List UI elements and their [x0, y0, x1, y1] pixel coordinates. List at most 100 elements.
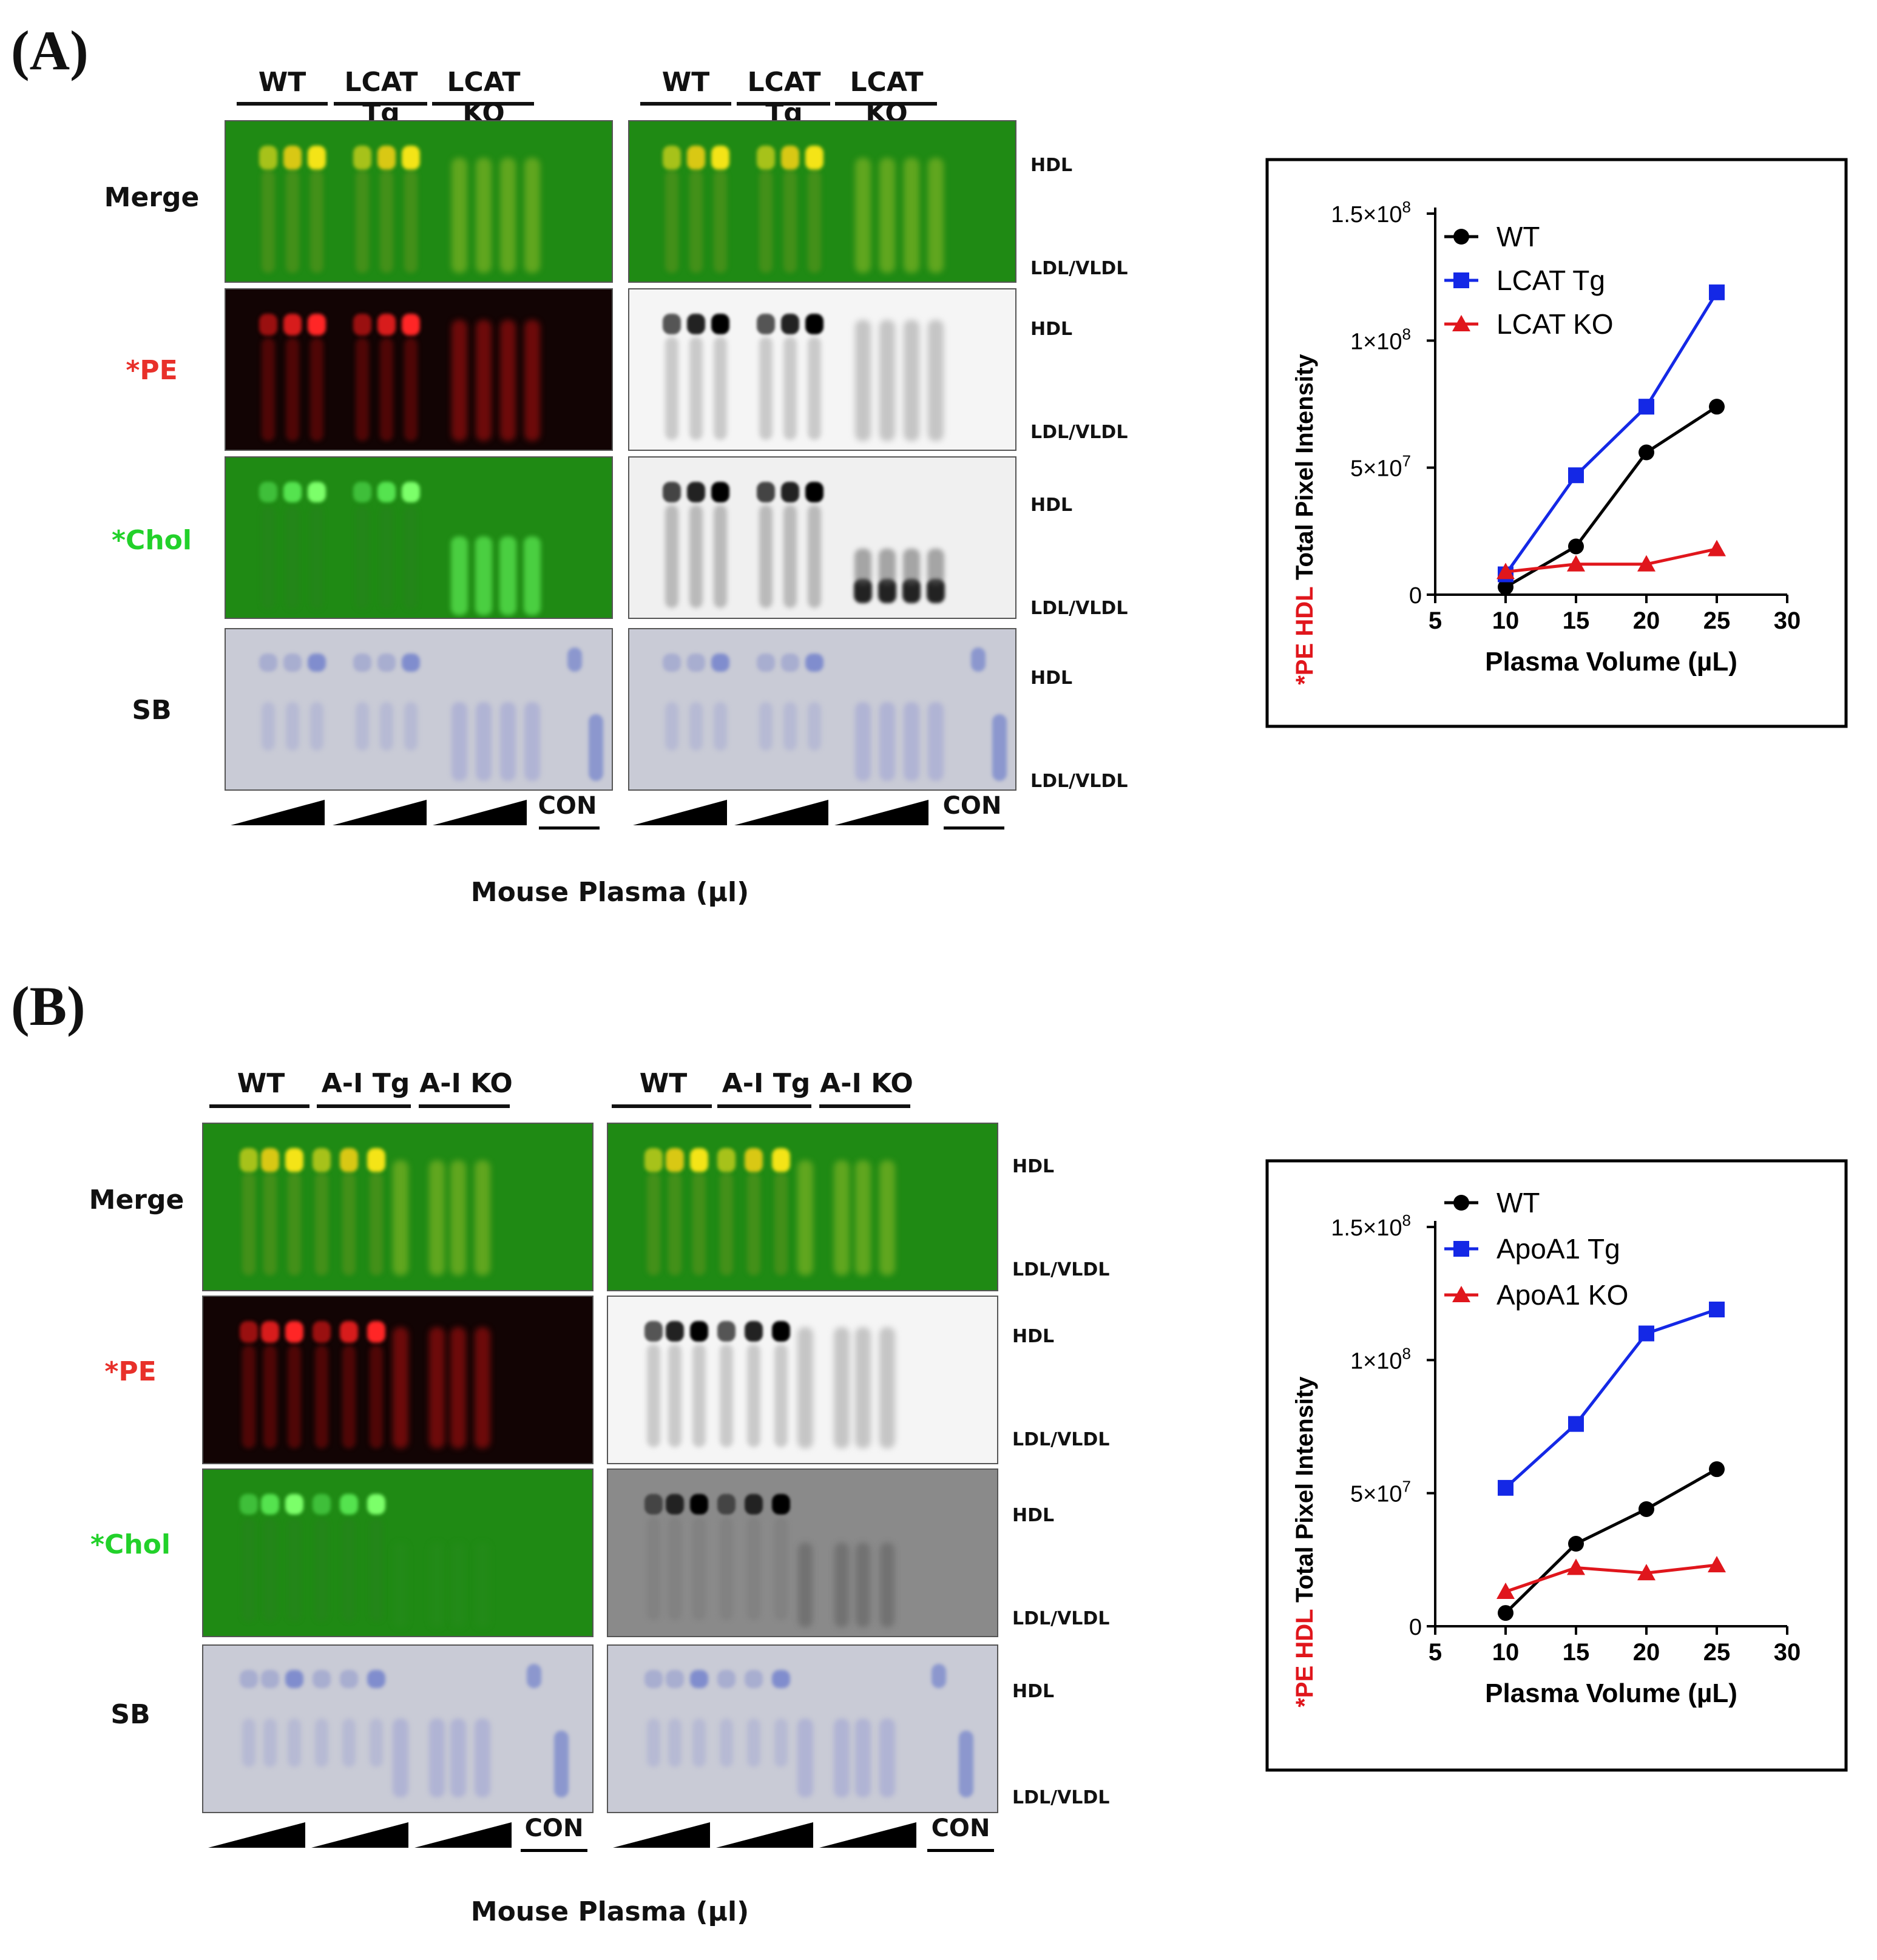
gel-band	[283, 314, 302, 336]
gel-band	[475, 536, 492, 615]
gel-merge-right	[607, 1123, 998, 1291]
gel-band	[286, 702, 299, 751]
panel-b-gels: WT A-I Tg A-I KO WT A-I Tg A-I KO Merge …	[89, 1068, 1110, 1927]
side-label-ldl: LDL/VLDL	[1012, 1608, 1110, 1629]
gel-chol-left	[225, 456, 613, 619]
gel-band	[720, 1172, 733, 1276]
series-line	[1504, 291, 1719, 575]
gel-band	[262, 170, 275, 273]
gel-band	[393, 1543, 408, 1627]
gel-band	[500, 320, 516, 441]
gel-band	[903, 549, 920, 585]
gel-band	[692, 1718, 706, 1767]
gel-band	[367, 1148, 385, 1172]
gel-pe-right	[628, 288, 1016, 451]
gel-band	[353, 314, 371, 336]
gel-band	[759, 170, 773, 273]
gel-band	[524, 536, 541, 615]
group-line	[612, 1104, 712, 1108]
x-tick-label: 25	[1703, 1639, 1731, 1666]
gel-band	[589, 714, 603, 781]
gel-band	[772, 1494, 790, 1515]
y-tick-label: 0	[1409, 583, 1422, 609]
gel-band	[313, 1321, 331, 1343]
gel-band	[774, 1517, 788, 1620]
gel-band	[263, 1172, 277, 1276]
gel-band	[367, 1494, 385, 1515]
gel-band	[692, 1344, 706, 1447]
gel-band	[567, 647, 582, 672]
gel-band	[720, 1517, 733, 1620]
gel-band	[690, 1148, 708, 1172]
gel-band	[242, 1172, 255, 1276]
row-label-sb: SB	[110, 1699, 150, 1730]
gel-band	[342, 1172, 356, 1276]
gel-band	[370, 1718, 383, 1767]
gel-band	[759, 505, 773, 608]
gel-band	[402, 314, 420, 336]
gel-band	[663, 654, 681, 672]
gel-band	[240, 1148, 258, 1172]
gel-band	[774, 1344, 788, 1447]
gel-band	[714, 170, 727, 273]
gel-band	[834, 1543, 849, 1627]
gel-band	[285, 1494, 303, 1515]
group-label-ko: A-I KO	[419, 1068, 513, 1099]
gel-band	[476, 702, 492, 781]
side-label-hdl: HDL	[1012, 1505, 1055, 1526]
x-tick-label: 20	[1633, 1639, 1660, 1666]
gel-band	[855, 320, 871, 441]
group-label-tg: A-I Tg	[722, 1068, 811, 1099]
gel-band	[714, 702, 727, 751]
gel-band	[315, 1718, 328, 1767]
gel-band	[689, 505, 703, 608]
chart-frame	[1265, 158, 1848, 728]
line-chart-a: 0 5×107 1×108 1.5×108 5 10 15 20 25 30 Plasma Volu…	[1265, 158, 1848, 728]
series-line	[1504, 1468, 1718, 1614]
gel-band	[720, 1344, 733, 1447]
gel-band	[342, 1518, 356, 1621]
gel-band	[668, 1718, 681, 1767]
gel-band	[904, 158, 919, 273]
gel-band	[689, 702, 703, 751]
x-tick-label: 10	[1492, 1639, 1520, 1666]
data-point	[1568, 467, 1584, 484]
group-label-wt: WT	[258, 67, 306, 98]
gel-band	[310, 338, 323, 441]
gel-band	[808, 505, 821, 608]
gel-band	[834, 1718, 850, 1797]
gel-band	[663, 314, 681, 334]
gel-band	[772, 1670, 790, 1688]
gel-band	[367, 1670, 385, 1688]
gel-band	[288, 1172, 301, 1276]
gel-band	[692, 1172, 706, 1276]
gel-band	[666, 1494, 684, 1515]
gel-band	[475, 1160, 490, 1276]
gel-band	[310, 170, 323, 273]
gel-band	[689, 337, 703, 440]
gel-band	[285, 1148, 303, 1172]
side-label-ldl: LDL/VLDL	[1030, 422, 1128, 443]
legend-marker	[1453, 272, 1469, 288]
gel-band	[315, 1172, 328, 1276]
gel-band	[690, 1670, 708, 1688]
series-line	[1505, 547, 1717, 573]
gel-band	[928, 158, 944, 273]
gel-band	[855, 702, 871, 781]
y-tick-label: 5×107	[1350, 452, 1411, 482]
gel-band	[286, 338, 299, 441]
gel-band	[666, 1148, 684, 1172]
data-point	[1709, 1461, 1725, 1478]
gel-band	[879, 1327, 895, 1448]
gel-band	[475, 1718, 490, 1797]
y-axis-label: *PE HDL Total Pixel Intensity	[1291, 1376, 1318, 1708]
gel-band	[524, 320, 540, 441]
data-point	[1709, 1301, 1725, 1317]
group-line	[717, 1104, 811, 1108]
gel-band	[259, 482, 277, 502]
gel-band	[500, 158, 516, 273]
gel-band	[524, 158, 540, 273]
gel-band	[288, 1345, 301, 1448]
gel-band	[757, 314, 775, 334]
chart-frame	[1265, 1159, 1848, 1772]
